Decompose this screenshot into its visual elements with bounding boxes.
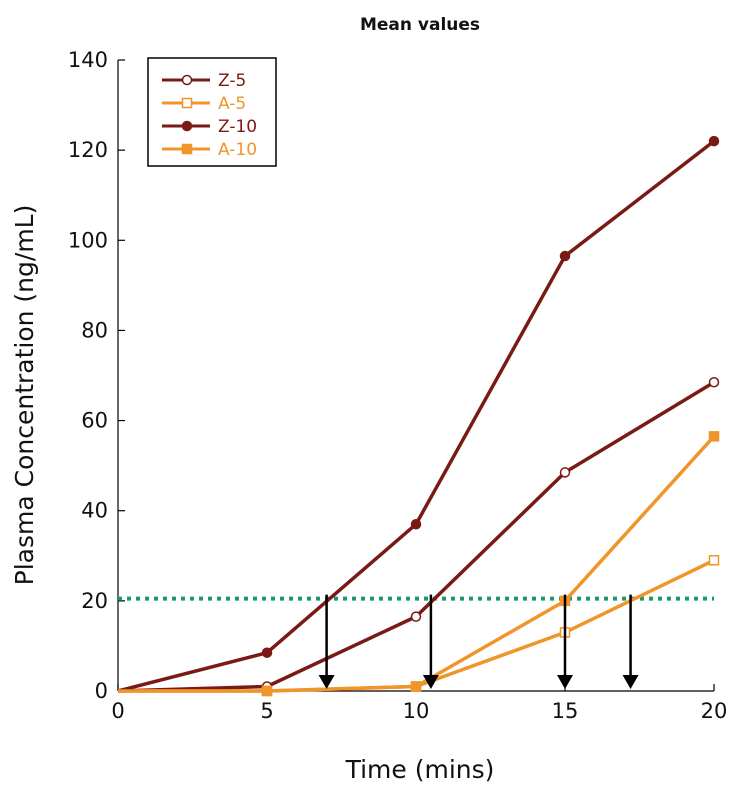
series-layer bbox=[117, 135, 720, 697]
y-tick-label: 40 bbox=[81, 499, 108, 523]
data-point bbox=[708, 135, 720, 147]
data-point bbox=[559, 250, 571, 262]
arrow-layer bbox=[318, 594, 639, 689]
arrow-head bbox=[622, 675, 639, 689]
data-point bbox=[410, 518, 422, 530]
legend: Z-5 A-5 Z-10 A-10 bbox=[147, 57, 277, 167]
series-a-5 bbox=[118, 555, 720, 697]
series-z-10 bbox=[117, 135, 720, 693]
series-a-10 bbox=[118, 431, 720, 697]
legend-item-z-10: Z-10 bbox=[162, 117, 257, 137]
legend-item-a-10: A-10 bbox=[162, 140, 257, 160]
legend-label: A-5 bbox=[218, 94, 246, 114]
x-tick-label: 5 bbox=[260, 699, 273, 723]
data-point bbox=[261, 647, 273, 658]
arrow-head bbox=[318, 675, 335, 689]
y-tick-label: 80 bbox=[81, 318, 108, 342]
data-point bbox=[261, 685, 273, 697]
y-tick-label: 0 bbox=[95, 679, 108, 703]
axes: 0 20 40 60 80 100 120 140 0 5 10 15 20 bbox=[68, 48, 727, 723]
legend-label: Z-5 bbox=[218, 71, 246, 91]
arrow-head bbox=[422, 675, 439, 689]
y-tick-label: 60 bbox=[81, 409, 108, 433]
x-tick-label: 0 bbox=[111, 699, 124, 723]
legend-box bbox=[147, 57, 277, 167]
data-point bbox=[181, 74, 193, 86]
y-tick-label: 100 bbox=[68, 228, 108, 252]
data-point bbox=[708, 377, 720, 388]
legend-label: Z-10 bbox=[218, 117, 257, 137]
y-tick-label: 20 bbox=[81, 589, 108, 613]
data-point bbox=[410, 681, 422, 692]
legend-label: A-10 bbox=[218, 140, 257, 160]
y-tick-label: 140 bbox=[68, 48, 108, 72]
data-point bbox=[181, 143, 193, 155]
legend-item-z-5: Z-5 bbox=[162, 71, 246, 91]
x-tick-label: 10 bbox=[403, 699, 430, 723]
x-axis-title: Time (mins) bbox=[345, 755, 495, 784]
series-z-5 bbox=[117, 377, 720, 693]
series-line bbox=[118, 435, 716, 693]
x-tick-label: 20 bbox=[701, 699, 728, 723]
arrow bbox=[318, 594, 335, 689]
arrow-head bbox=[557, 675, 573, 689]
chart-title: Mean values bbox=[360, 15, 480, 35]
data-point bbox=[708, 431, 720, 442]
data-point bbox=[410, 611, 422, 622]
data-point bbox=[559, 467, 571, 478]
series-line bbox=[117, 139, 716, 693]
data-point bbox=[708, 555, 720, 566]
y-tick-label: 120 bbox=[68, 138, 108, 162]
data-point bbox=[181, 120, 193, 132]
x-tick-label: 15 bbox=[552, 699, 579, 723]
data-point bbox=[181, 97, 193, 109]
arrow bbox=[422, 594, 439, 689]
arrow bbox=[622, 594, 639, 689]
series-line bbox=[118, 558, 715, 693]
arrow bbox=[557, 594, 573, 689]
y-axis-title: Plasma Concentration (ng/mL) bbox=[10, 205, 39, 586]
legend-item-a-5: A-5 bbox=[162, 94, 246, 114]
